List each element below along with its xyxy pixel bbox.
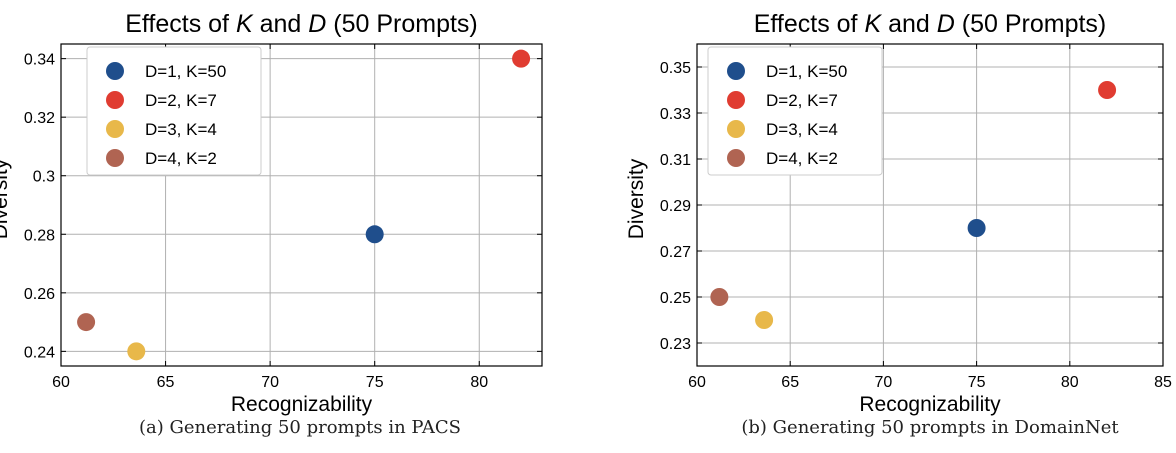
chart-1: 60 65 70 75 80 0.24 0.26 0.28 0.3 0.32 0.34 Effects… — [0, 10, 543, 438]
legend-entry: D=4, K=2 — [766, 149, 838, 168]
chart-title-part: K — [864, 10, 882, 38]
x-tick-label: 65 — [157, 374, 175, 391]
x-tick-label: 80 — [1061, 374, 1079, 391]
x-axis-label: Recognizability — [859, 393, 1001, 416]
figure-caption: (b) Generating 50 prompts in DomainNet — [741, 417, 1119, 438]
legend-entry: D=2, K=7 — [145, 91, 217, 110]
data-point — [755, 311, 774, 329]
x-tick-label: 70 — [261, 374, 279, 391]
y-tick-label: 0.26 — [24, 286, 55, 303]
legend-entry: D=3, K=4 — [145, 120, 217, 139]
data-point — [127, 342, 146, 361]
x-tick-label: 80 — [470, 374, 488, 391]
x-tick-label: 85 — [1154, 374, 1172, 391]
chart-title-part: D — [308, 10, 326, 38]
y-tick-label: 0.33 — [660, 106, 691, 123]
legend-marker — [727, 120, 745, 138]
y-tick-label: 0.3 — [33, 169, 55, 186]
x-tick-label: 75 — [968, 374, 986, 391]
y-tick-label: 0.27 — [660, 244, 691, 261]
chart-title-part: and — [253, 10, 309, 38]
x-tick-label: 60 — [688, 374, 706, 391]
legend-marker — [106, 120, 124, 138]
chart-title-part: Effects of — [754, 10, 865, 38]
chart-title-part: K — [236, 10, 254, 38]
chart-title-part: (50 Prompts) — [326, 10, 477, 38]
x-tick-label: 75 — [366, 374, 384, 391]
y-tick-label: 0.34 — [24, 52, 55, 69]
data-point — [710, 288, 729, 306]
legend-entry: D=1, K=50 — [145, 62, 226, 81]
x-tick-label: 60 — [52, 374, 70, 391]
y-tick-label: 0.24 — [24, 344, 55, 361]
data-point — [1098, 81, 1117, 99]
y-tick-label: 0.23 — [660, 336, 691, 353]
legend-marker — [727, 149, 745, 167]
chart-title-part: Effects of — [125, 10, 236, 38]
data-point — [512, 49, 531, 68]
y-axis-label: Diversity — [625, 158, 648, 239]
legend-marker — [727, 62, 745, 80]
legend-frame — [707, 46, 883, 176]
x-tick-label: 70 — [875, 374, 893, 391]
legend-entry: D=2, K=7 — [766, 91, 838, 110]
figure-caption: (a) Generating 50 prompts in PACS — [139, 417, 461, 438]
legend-frame — [86, 46, 262, 176]
legend-marker — [106, 91, 124, 109]
data-point — [365, 225, 384, 244]
y-axis-label: Diversity — [0, 158, 12, 239]
y-tick-label: 0.35 — [660, 60, 691, 77]
chart-title: Effects of K and D (50 Prompts) — [754, 10, 1107, 38]
x-tick-label: 65 — [781, 374, 799, 391]
legend-entry: D=4, K=2 — [145, 149, 217, 168]
y-tick-label: 0.25 — [660, 290, 691, 307]
chart-title-part: (50 Prompts) — [955, 10, 1106, 38]
legend-marker — [106, 62, 124, 80]
y-tick-label: 0.32 — [24, 110, 55, 127]
legend-entry: D=3, K=4 — [766, 120, 838, 139]
chart-title: Effects of K and D (50 Prompts) — [125, 10, 478, 38]
legend-entry: D=1, K=50 — [766, 62, 847, 81]
legend: D=1, K=50 D=2, K=7 D=3, K=4 D=4, K=2 — [86, 46, 262, 176]
legend-marker — [727, 91, 745, 109]
y-tick-label: 0.28 — [24, 227, 55, 244]
y-tick-label: 0.31 — [660, 152, 691, 169]
plot-frame — [60, 43, 543, 367]
x-axis-label: Recognizability — [231, 393, 373, 416]
legend: D=1, K=50 D=2, K=7 D=3, K=4 D=4, K=2 — [707, 46, 883, 176]
chart-2: 60 65 70 75 80 85 0.23 0.25 0.27 0.29 0.31 0.33 0.35… — [625, 10, 1172, 438]
chart-title-part: and — [881, 10, 937, 38]
y-tick-label: 0.29 — [660, 198, 691, 215]
legend-marker — [106, 149, 124, 167]
data-point — [77, 313, 96, 332]
data-point — [967, 219, 986, 237]
chart-title-part: D — [937, 10, 955, 38]
